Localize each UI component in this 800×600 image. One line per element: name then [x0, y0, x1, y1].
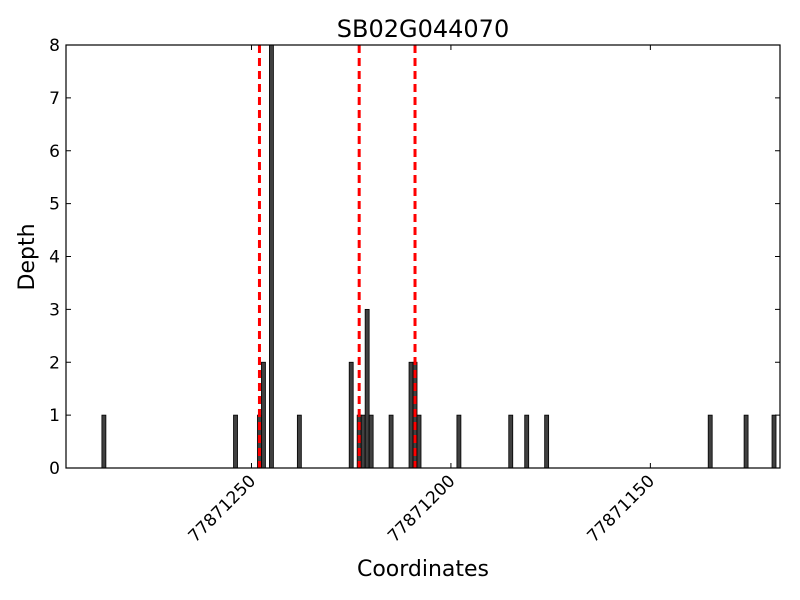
x-tick-label: 77871200 — [384, 471, 459, 546]
depth-bar — [368, 414, 374, 469]
depth-bar — [544, 414, 550, 469]
depth-bar — [456, 414, 462, 469]
depth-bar — [416, 414, 422, 469]
y-tick-label: 2 — [49, 353, 60, 373]
depth-bar — [233, 414, 238, 469]
plot-frame — [65, 44, 781, 469]
depth-bar — [296, 414, 302, 469]
y-tick-label: 7 — [49, 89, 60, 109]
depth-bar — [408, 361, 414, 469]
chart-title: SB02G044070 — [337, 15, 509, 43]
y-tick-label: 5 — [49, 195, 60, 215]
depth-bar — [707, 414, 713, 469]
y-tick-label: 1 — [49, 406, 60, 426]
y-tick-label: 8 — [49, 36, 60, 56]
y-tick-label: 6 — [49, 142, 60, 162]
depth-bar — [508, 414, 514, 469]
depth-bar — [364, 308, 370, 469]
depth-bar — [743, 414, 749, 469]
depth-bar — [101, 414, 107, 469]
x-axis-title: Coordinates — [357, 557, 489, 582]
depth-bar — [348, 361, 354, 469]
plot-area — [66, 45, 780, 468]
y-tick-label: 4 — [49, 248, 60, 268]
x-tick-label: 77871150 — [584, 471, 659, 546]
x-tick-label: 77871250 — [185, 471, 260, 546]
depth-bar — [360, 414, 366, 469]
reference-lines-layer — [257, 45, 417, 468]
depth-bar — [524, 414, 530, 469]
depth-bar — [771, 414, 777, 469]
depth-bar — [388, 414, 394, 469]
depth-bar — [261, 361, 266, 469]
y-tick-label: 0 — [49, 459, 60, 479]
y-axis-title: Depth — [15, 223, 40, 290]
y-tick-label: 3 — [49, 300, 60, 320]
depth-bar — [269, 44, 274, 469]
